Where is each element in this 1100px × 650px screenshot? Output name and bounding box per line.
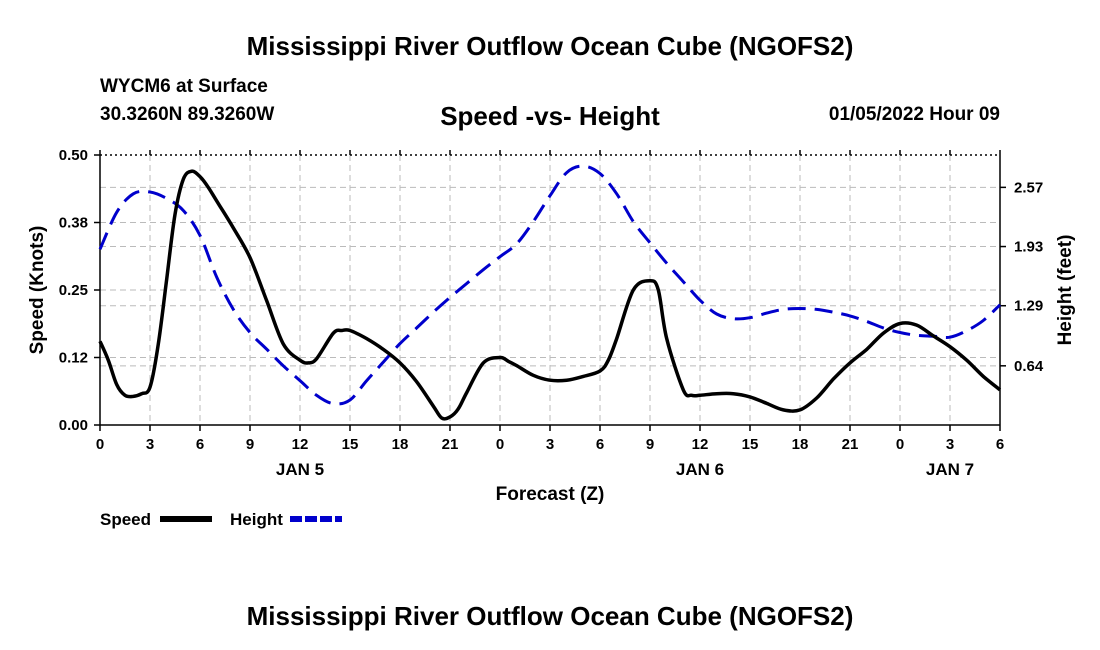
x-tick-label: 3: [546, 436, 554, 453]
y-axis-title: Speed (Knots): [27, 226, 48, 355]
x-tick-label: 9: [246, 436, 254, 453]
y-tick-label: 0.00: [59, 417, 88, 434]
day-label: JAN 7: [926, 460, 974, 479]
footer-title: Mississippi River Outflow Ocean Cube (NG…: [246, 601, 854, 631]
x-tick-label: 6: [196, 436, 204, 453]
y-tick-label: 0.25: [59, 282, 88, 299]
x-tick-label: 21: [842, 436, 859, 453]
x-tick-label: 3: [146, 436, 154, 453]
y2-axis-title: Height (feet): [1055, 235, 1076, 346]
x-tick-label: 15: [742, 436, 759, 453]
x-tick-label: 0: [896, 436, 904, 453]
x-tick-label: 15: [342, 436, 359, 453]
day-label: JAN 5: [276, 460, 324, 479]
y-tick-label: 0.38: [59, 215, 88, 232]
x-tick-label: 21: [442, 436, 459, 453]
x-tick-label: 6: [596, 436, 604, 453]
station-coordinates: 30.3260N 89.3260W: [100, 104, 275, 125]
x-axis-title: Forecast (Z): [496, 484, 605, 505]
legend-speed-label: Speed: [100, 510, 151, 529]
speed-series-line: [98, 169, 1002, 421]
x-tick-label: 6: [996, 436, 1004, 453]
x-tick-label: 3: [946, 436, 954, 453]
forecast-datestamp: 01/05/2022 Hour 09: [828, 104, 1000, 125]
x-tick-label: 0: [96, 436, 104, 453]
y-tick-label: 0.50: [59, 147, 88, 164]
station-label: WYCM6 at Surface: [100, 76, 268, 97]
chart-subtitle: Speed -vs- Height: [440, 101, 660, 131]
day-label: JAN 6: [676, 460, 724, 479]
x-tick-label: 18: [392, 436, 409, 453]
x-tick-label: 0: [496, 436, 504, 453]
legend-height-label: Height: [230, 510, 283, 529]
y2-tick-label: 1.93: [1014, 239, 1043, 256]
y2-tick-label: 0.64: [1014, 358, 1044, 375]
page-title: Mississippi River Outflow Ocean Cube (NG…: [246, 31, 854, 61]
x-tick-label: 18: [792, 436, 809, 453]
x-tick-label: 12: [692, 436, 709, 453]
x-tick-label: 12: [292, 436, 309, 453]
x-tick-label: 9: [646, 436, 654, 453]
y-tick-label: 0.12: [59, 350, 88, 367]
height-series-line: [98, 164, 1002, 406]
y2-tick-label: 1.29: [1014, 298, 1043, 315]
y2-tick-label: 2.57: [1014, 179, 1043, 196]
